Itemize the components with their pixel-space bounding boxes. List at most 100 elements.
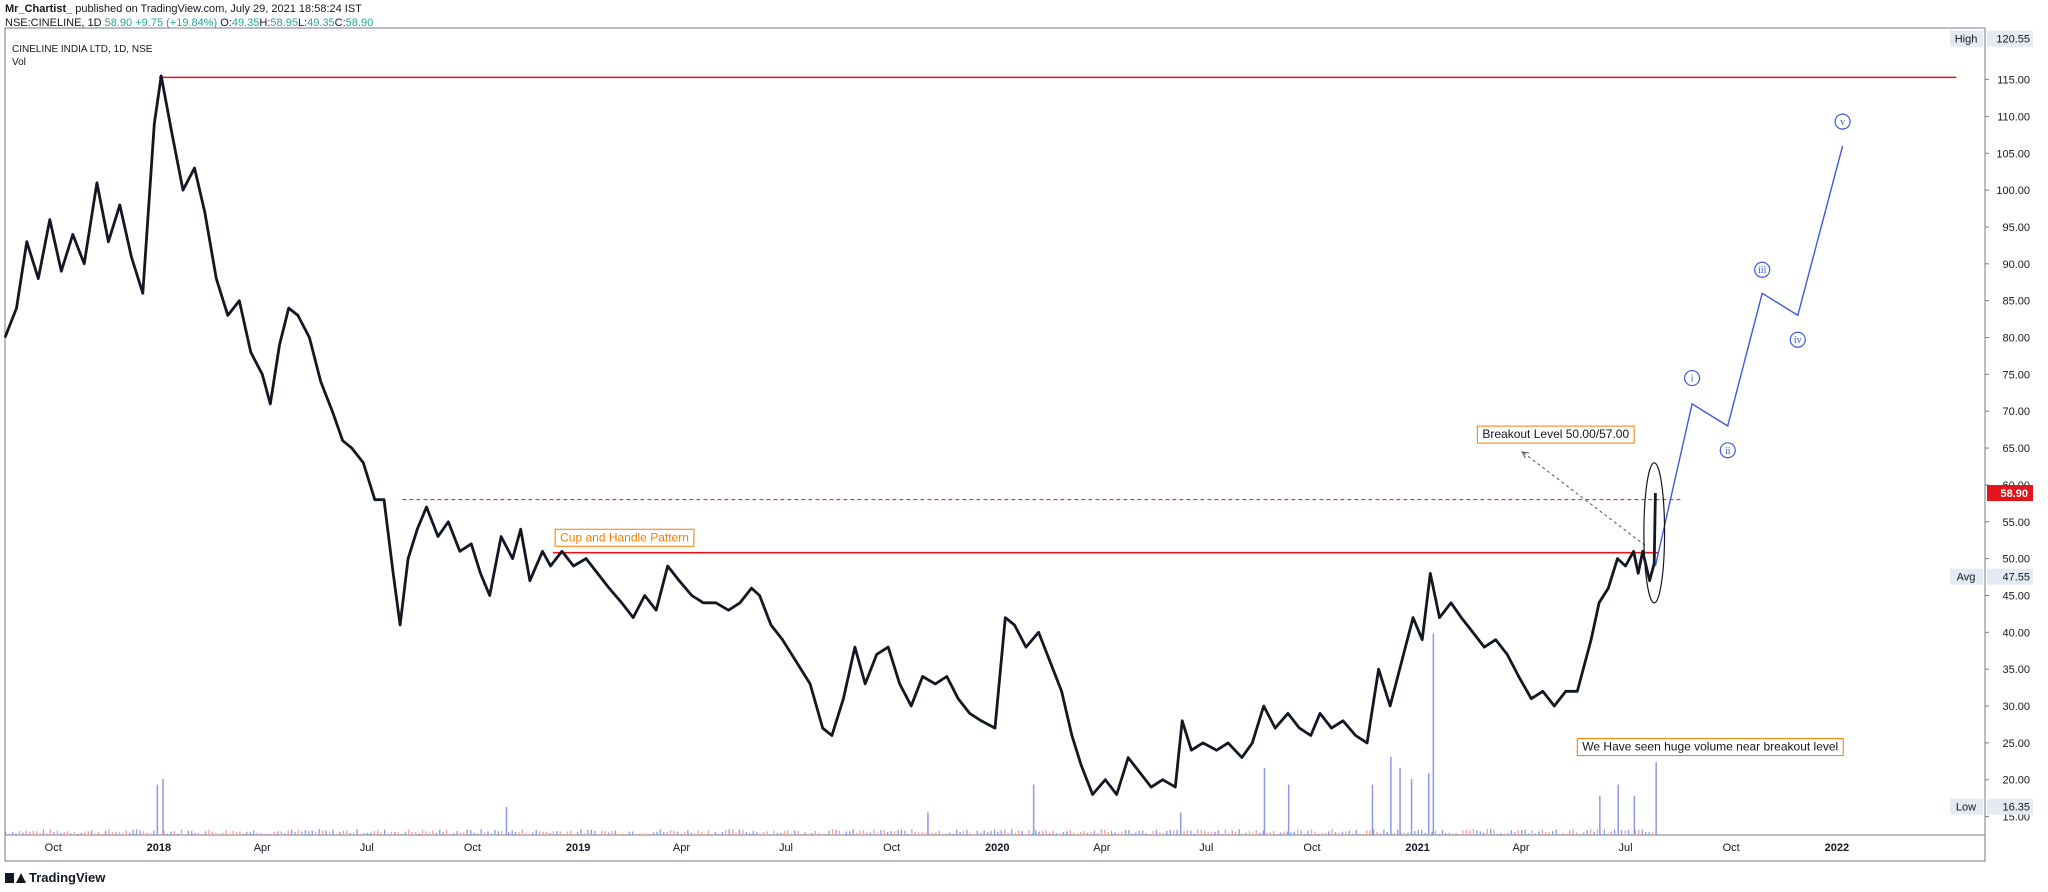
volume-bar: [973, 833, 975, 835]
volume-bar: [1042, 830, 1044, 835]
volume-bar: [1558, 833, 1561, 835]
volume-bar: [480, 829, 482, 835]
volume-bar: [1345, 831, 1347, 835]
chart-legend-title: CINELINE INDIA LTD, 1D, NSE: [12, 44, 153, 55]
volume-bar: [983, 830, 985, 835]
volume-bar: [1596, 829, 1599, 835]
volume-bar: [1638, 829, 1640, 835]
volume-bar: [518, 831, 520, 835]
x-tick-label: Jul: [1618, 842, 1632, 854]
volume-bar: [211, 831, 213, 835]
volume-bar: [49, 829, 52, 835]
volume-bar: [1496, 833, 1499, 835]
annotation-box: Cup and Handle Pattern: [554, 528, 695, 547]
y-tick-label: 75.00: [2002, 369, 2030, 381]
volume-bar: [1362, 833, 1364, 835]
volume-bar: [1359, 833, 1361, 835]
volume-bar: [1155, 829, 1158, 835]
volume-bar: [1366, 830, 1368, 835]
volume-bar: [721, 831, 723, 835]
volume-bar: [1614, 829, 1616, 835]
volume-bar: [1173, 830, 1175, 835]
volume-bar: [1307, 830, 1309, 835]
volume-bar: [1066, 831, 1068, 835]
horizontal-levels: [158, 76, 1957, 554]
volume-bar: [928, 833, 930, 835]
volume-bar: [1593, 831, 1595, 835]
volume-bar: [580, 829, 582, 835]
volume-spike: [1599, 795, 1601, 835]
volume-bar: [1527, 833, 1530, 835]
volume-bar: [1183, 831, 1185, 835]
y-tick-label: 50.00: [2002, 554, 2030, 566]
volume-bar: [439, 829, 441, 835]
volume-bar: [618, 833, 620, 835]
volume-bar: [1441, 830, 1444, 835]
volume-bar: [246, 831, 248, 835]
publish-info: Mr_Chartist_ published on TradingView.co…: [5, 3, 362, 15]
annotation-text: Cup and Handle Pattern: [560, 530, 689, 544]
volume-bar: [411, 832, 413, 835]
volume-bar: [835, 829, 837, 835]
volume-bar: [918, 832, 920, 835]
volume-bar: [1086, 832, 1089, 835]
close-label: C:: [334, 17, 346, 29]
tradingview-brand[interactable]: TradingView: [5, 870, 105, 885]
volume-bar: [628, 831, 630, 835]
volume-bar: [670, 830, 672, 835]
annotation-box: Breakout Level 50.00/57.00: [1476, 425, 1635, 444]
volume-bar: [173, 831, 176, 835]
volume-spike: [1263, 767, 1266, 835]
author-name[interactable]: Mr_Chartist_: [5, 3, 73, 15]
volume-bar: [880, 829, 882, 835]
volume-bar: [452, 833, 455, 835]
volume-bar: [1376, 831, 1378, 835]
y-tick-label: 40.00: [2002, 627, 2030, 639]
volume-bar: [545, 831, 548, 835]
volume-bar: [949, 832, 951, 835]
volume-bar: [29, 831, 31, 835]
volume-bar: [1452, 833, 1454, 835]
volume-bar: [687, 830, 689, 835]
volume-bar: [1186, 829, 1189, 835]
x-tick-label: 2020: [985, 842, 1009, 854]
x-tick-label: 2018: [147, 842, 171, 854]
volume-bar: [1111, 831, 1113, 835]
volume-spike: [1371, 784, 1374, 835]
volume-spike: [1390, 756, 1392, 835]
volume-bar: [559, 831, 561, 835]
volume-bar: [1080, 832, 1082, 835]
volume-bar: [893, 831, 896, 835]
volume-bar: [263, 833, 265, 835]
volume-bar: [587, 829, 589, 835]
volume-bar: [494, 829, 496, 835]
volume-bar: [177, 833, 179, 835]
volume-bar: [184, 833, 186, 835]
y-tick-label: 110.00: [1997, 111, 2030, 123]
volume-bar: [363, 833, 365, 835]
volume-bar: [1107, 831, 1109, 835]
volume-bar: [1552, 831, 1554, 835]
volume-bar: [180, 829, 182, 835]
volume-bar: [1221, 833, 1223, 835]
volume-bar: [859, 830, 861, 835]
volume-bar: [639, 833, 641, 835]
volume-bar: [315, 831, 317, 835]
volume-spike: [505, 807, 508, 835]
volume-bar: [804, 832, 806, 835]
volume-bar: [1407, 832, 1409, 835]
volume-spike: [1410, 779, 1413, 835]
volume-bar: [1252, 832, 1254, 835]
volume-bar: [1090, 832, 1092, 835]
volume-bar: [425, 831, 427, 835]
volume-bar: [1069, 830, 1071, 835]
volume-bar: [1534, 833, 1537, 835]
wave-label-circle: [1834, 113, 1851, 130]
x-tick-label: Oct: [45, 842, 62, 854]
badge-label: Avg: [1957, 572, 1976, 584]
volume-bar: [1303, 833, 1306, 835]
volume-bar: [573, 833, 575, 835]
volume-bar: [1011, 829, 1013, 835]
volume-bar: [149, 832, 151, 835]
